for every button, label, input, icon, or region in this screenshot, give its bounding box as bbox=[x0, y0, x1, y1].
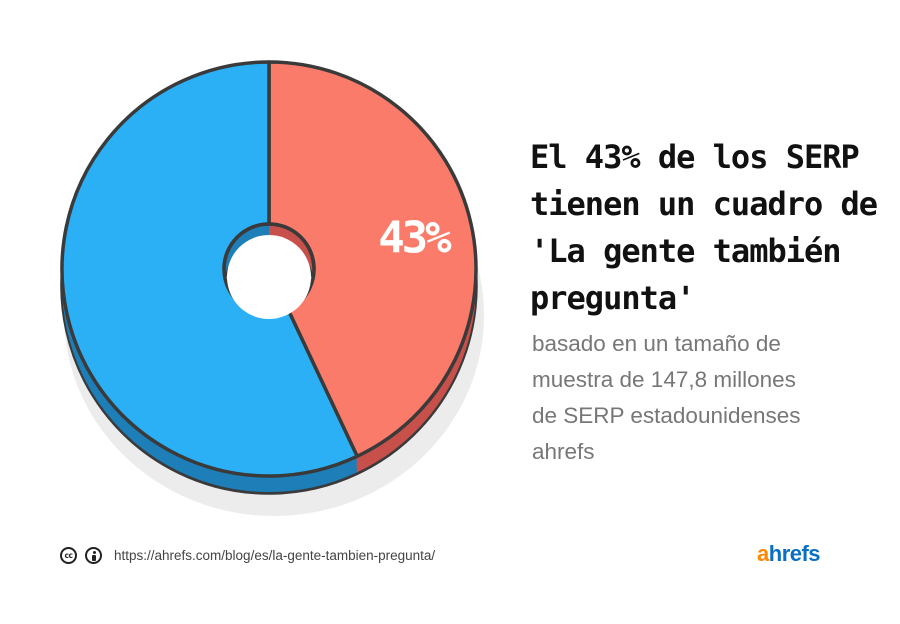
logo-rest: hrefs bbox=[768, 541, 821, 566]
attribution-icon bbox=[85, 546, 102, 564]
description-line-2: muestra de 147,8 millones bbox=[532, 367, 796, 392]
headline: El 43% de los SERP tienen un cuadro de '… bbox=[530, 134, 890, 322]
slice-2 bbox=[60, 60, 359, 478]
donut-hole bbox=[227, 235, 311, 319]
description-line-4: ahrefs bbox=[532, 439, 595, 464]
description-line-3: de SERP estadounidenses bbox=[532, 403, 801, 428]
headline-line-1: El 43% de los SERP bbox=[530, 138, 860, 176]
description-line-1: basado en un tamaño de bbox=[532, 331, 781, 356]
source-url[interactable]: https://ahrefs.com/blog/es/la-gente-tamb… bbox=[114, 547, 436, 563]
slice-label-1: 43% bbox=[378, 213, 452, 264]
logo-a: a bbox=[757, 541, 769, 566]
cc-icon: cc bbox=[60, 546, 77, 564]
description: basado en un tamaño de muestra de 147,8 … bbox=[532, 326, 892, 470]
headline-line-2: tienen un cuadro de bbox=[530, 185, 878, 223]
donut-hole-rim bbox=[222, 222, 316, 270]
headline-line-4: pregunta' bbox=[530, 279, 695, 317]
ahrefs-logo: ahrefs bbox=[757, 540, 821, 568]
footer: cc https://ahrefs.com/blog/es/la-gente-t… bbox=[60, 545, 435, 565]
headline-line-3: 'La gente también bbox=[530, 232, 842, 270]
